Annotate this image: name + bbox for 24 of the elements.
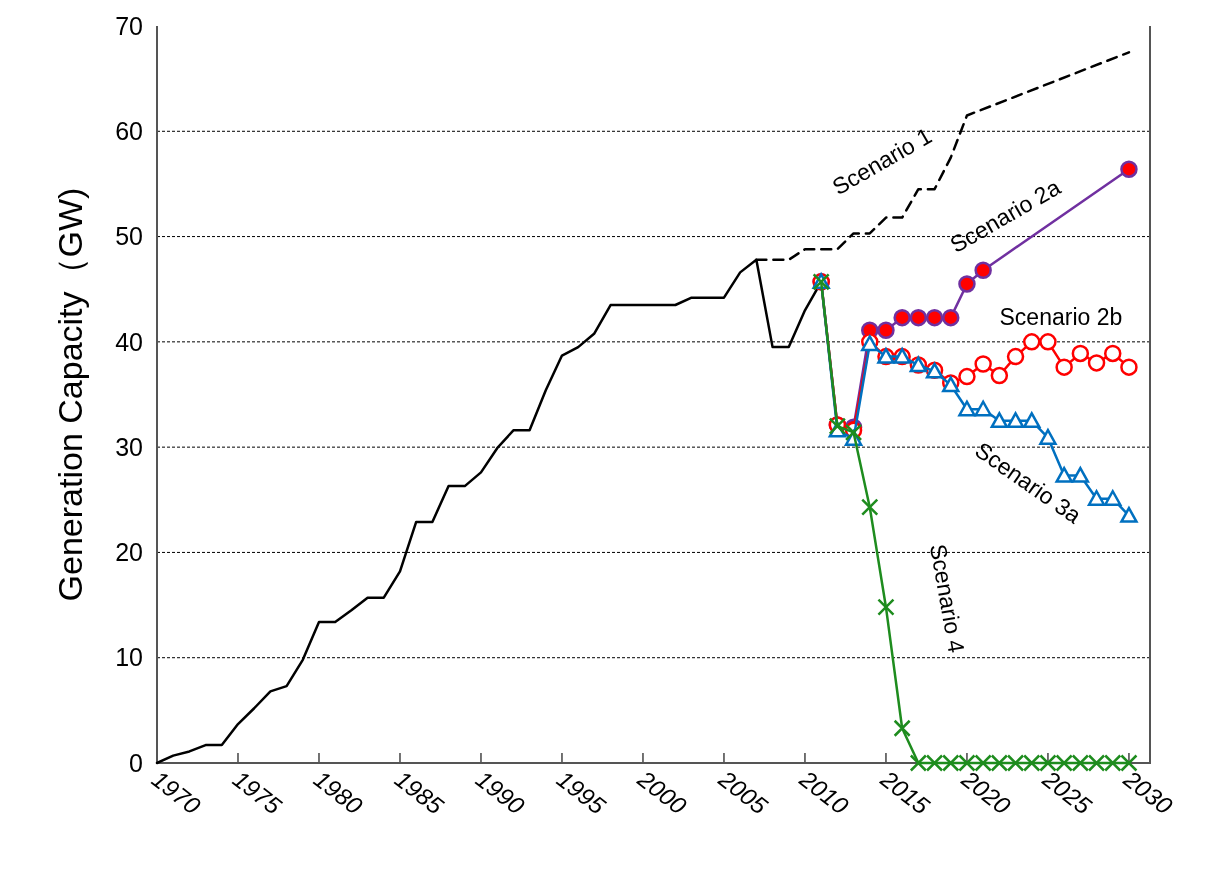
- y-tick-label: 60: [115, 117, 143, 146]
- x-tick-label: 1990: [470, 765, 531, 820]
- x-tick-label: 2015: [875, 764, 936, 820]
- y-tick-label: 70: [115, 11, 143, 40]
- text: Scenario 4: [924, 542, 970, 656]
- x-tick-label: 1985: [389, 765, 450, 820]
- x-tick-label: 2000: [632, 764, 693, 820]
- series-label: Scenario 2b: [999, 304, 1123, 331]
- y-tick-label: 20: [115, 538, 143, 567]
- x-tick-label: 1975: [227, 765, 288, 820]
- x-tick-label: 2005: [713, 764, 774, 820]
- y-tick-label: 30: [115, 432, 143, 461]
- y-tick-label: 0: [129, 748, 143, 777]
- x-tick-label: 1980: [308, 765, 369, 820]
- y-tick-label: 50: [115, 222, 143, 251]
- x-tick-label: 1995: [551, 765, 612, 820]
- x-tick-label: 2020: [956, 764, 1017, 820]
- x-tick-label: 2030: [1118, 764, 1179, 820]
- y-tick-label: 10: [115, 643, 143, 672]
- y-tick-label: 40: [115, 327, 143, 356]
- y-axis-title: Generation Capacity（GW): [51, 187, 89, 602]
- x-tick-label: 2010: [794, 764, 855, 820]
- x-tick-label: 1970: [146, 765, 207, 820]
- x-tick-label: 2025: [1037, 764, 1098, 820]
